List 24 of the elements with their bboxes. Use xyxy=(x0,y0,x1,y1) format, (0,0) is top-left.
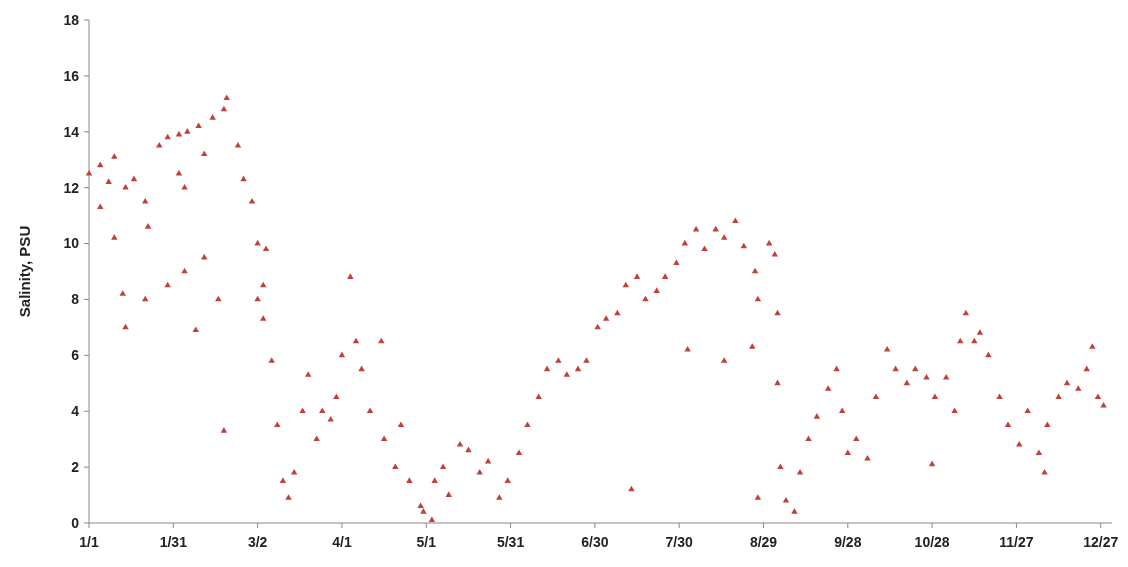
y-tick-label: 12 xyxy=(63,179,80,196)
y-tick-label: 0 xyxy=(71,514,80,531)
x-tick-label: 1/1 xyxy=(79,534,99,550)
x-tick-label: 8/29 xyxy=(749,534,778,550)
x-tick-label: 5/31 xyxy=(496,534,525,550)
y-tick-label: 10 xyxy=(63,235,80,252)
x-tick-label: 10/28 xyxy=(914,534,950,550)
x-tick-label: 12/27 xyxy=(1083,534,1119,550)
x-tick-label: 7/30 xyxy=(665,534,694,550)
x-tick-label: 11/27 xyxy=(999,534,1034,550)
y-tick-label: 8 xyxy=(71,291,80,308)
y-axis-title: Salinity, PSU xyxy=(16,225,33,318)
x-tick-label: 6/30 xyxy=(581,534,609,550)
x-tick-label: 4/1 xyxy=(332,534,352,550)
y-tick-label: 14 xyxy=(63,123,80,140)
x-tick-label: 5/1 xyxy=(416,534,437,550)
y-tick-label: 4 xyxy=(71,403,80,420)
x-tick-label: 9/28 xyxy=(834,534,862,550)
y-tick-label: 18 xyxy=(63,11,80,28)
x-tick-label: 3/2 xyxy=(247,534,268,550)
x-tick-label: 1/31 xyxy=(159,534,188,550)
y-tick-label: 16 xyxy=(63,67,80,84)
y-tick-label: 6 xyxy=(71,347,80,364)
y-tick-label: 2 xyxy=(71,459,80,476)
